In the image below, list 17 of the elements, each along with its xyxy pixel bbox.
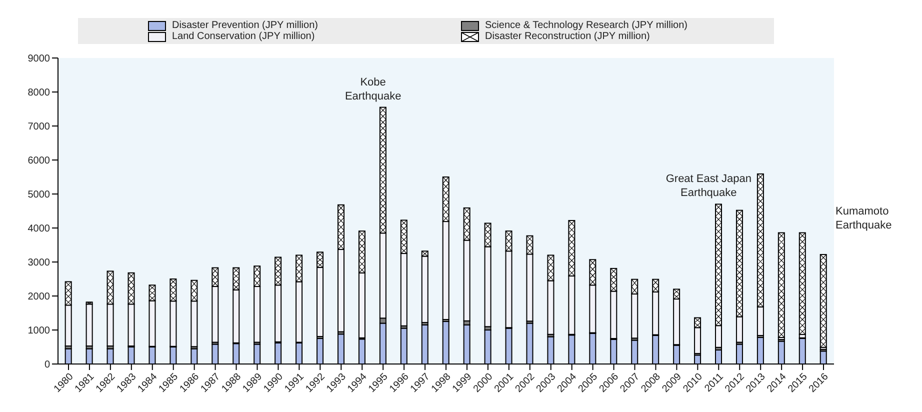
legend-label: Disaster Prevention (JPY million) — [172, 20, 318, 31]
annotation: Kobe Earthquake — [344, 76, 402, 102]
legend-label: Land Conservation (JPY million) — [172, 31, 315, 42]
y-tick-label: 6000 — [28, 156, 50, 167]
y-tick-label: 9000 — [28, 54, 50, 65]
legend-label: Science & Technology Research (JPY million) — [485, 20, 688, 31]
y-tick-label: 8000 — [28, 88, 50, 99]
y-tick-label: 7000 — [28, 122, 50, 133]
annotation: Kumamoto Earthquake — [836, 206, 892, 232]
legend-label: Disaster Reconstruction (JPY million) — [485, 31, 650, 42]
y-tick-label: 1000 — [28, 326, 50, 337]
y-tick-label: 2000 — [28, 292, 50, 303]
y-tick-label: 0 — [44, 360, 50, 371]
y-tick-label: 3000 — [28, 258, 50, 269]
y-tick-label: 4000 — [28, 224, 50, 235]
y-tick-label: 5000 — [28, 190, 50, 201]
annotation: Great East Japan Earthquake — [666, 173, 752, 200]
